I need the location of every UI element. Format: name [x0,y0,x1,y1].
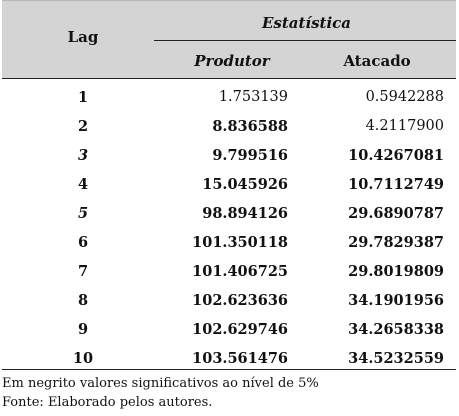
cell-produtor: 102.629746 [192,321,288,338]
cell-atacado: 10.4267081 [348,147,444,164]
cell-produtor: 98.894126 [202,205,288,222]
source-note: Fonte: Elaborado pelos autores. [2,395,213,410]
header-atacado: Atacado [343,52,411,70]
cell-lag: 10 [72,350,94,367]
header-statistic-group: Estatística [261,14,352,32]
cell-produtor: 15.045926 [202,176,288,193]
cell-lag: 7 [77,263,89,280]
table-notes: Em negrito valores significativos ao nív… [2,374,319,412]
table-row: 7 101.406725 29.8019809 [2,257,456,286]
table-row: 2 8.836588 4.2117900 [2,112,456,141]
cell-produtor: 103.561476 [192,350,288,367]
cell-produtor: 9.799516 [212,147,288,164]
cell-produtor: 8.836588 [212,118,288,135]
cell-lag: 2 [77,118,89,135]
cell-produtor: 1.753139 [218,89,288,105]
cell-atacado: 34.1901956 [348,292,444,309]
table-row: 3 9.799516 10.4267081 [2,141,456,170]
table-body: 1 1.753139 0.5942288 2 8.836588 4.211790… [2,79,456,370]
cell-lag: 4 [77,176,89,193]
table-header: Lag Estatística Produtor Atacado [2,0,456,79]
table-row: 4 15.045926 10.7112749 [2,170,456,199]
statistics-table: Lag Estatística Produtor Atacado 1 1.753… [2,0,456,370]
cell-lag: 3 [77,147,89,164]
cell-atacado: 29.8019809 [348,263,444,280]
cell-atacado: 4.2117900 [365,118,444,134]
cell-lag: 5 [77,205,89,222]
significance-note: Em negrito valores significativos ao nív… [2,376,319,391]
cell-lag: 8 [77,292,89,309]
cell-atacado: 34.2658338 [348,321,444,338]
header-produtor: Produtor [194,52,270,70]
cell-lag: 9 [77,321,89,338]
cell-lag: 6 [77,234,89,251]
cell-produtor: 101.350118 [192,234,288,251]
table-row: 8 102.623636 34.1901956 [2,286,456,315]
cell-produtor: 101.406725 [192,263,288,280]
header-lag: Lag [67,28,99,46]
table-row: 1 1.753139 0.5942288 [2,83,456,112]
cell-atacado: 10.7112749 [348,176,444,193]
cell-atacado: 29.7829387 [348,234,444,251]
table-row: 5 98.894126 29.6890787 [2,199,456,228]
cell-atacado: 29.6890787 [348,205,444,222]
cell-atacado: 34.5232559 [348,350,444,367]
header-divider [154,40,456,41]
table-row: 10 103.561476 34.5232559 [2,344,456,373]
table-row: 6 101.350118 29.7829387 [2,228,456,257]
cell-atacado: 0.5942288 [365,89,444,105]
table-row: 9 102.629746 34.2658338 [2,315,456,344]
cell-produtor: 102.623636 [192,292,288,309]
cell-lag: 1 [77,89,89,106]
